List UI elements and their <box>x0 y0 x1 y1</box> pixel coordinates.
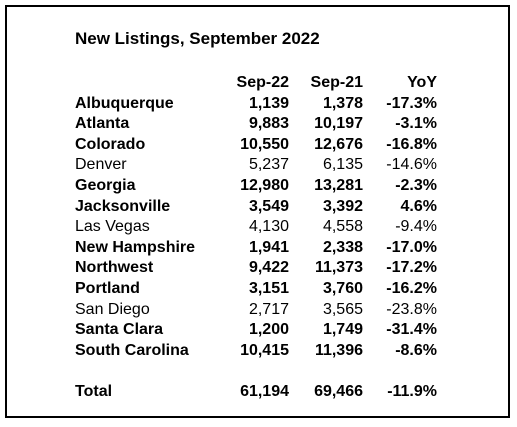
row-sep21: 11,396 <box>314 341 363 359</box>
row-sep21: 3,565 <box>322 300 363 318</box>
table-row: Colorado 10,550 12,676 -16.8% <box>75 135 455 156</box>
row-name: San Diego <box>75 300 150 318</box>
row-sep21: 13,281 <box>314 176 363 194</box>
row-sep21: 11,373 <box>314 259 363 277</box>
row-sep21: 4,558 <box>322 218 363 236</box>
row-yoy: -9.4% <box>395 218 437 236</box>
row-yoy: -14.6% <box>386 156 437 174</box>
row-name: Colorado <box>75 135 146 153</box>
row-name: Atlanta <box>75 115 130 133</box>
table-row: Atlanta 9,883 10,197 -3.1% <box>75 114 455 135</box>
row-sep21: 3,760 <box>322 279 363 297</box>
row-sep22: 4,130 <box>248 218 289 236</box>
row-sep21: 1,749 <box>322 321 363 339</box>
row-name: Albuquerque <box>75 94 174 112</box>
row-sep22: 5,237 <box>248 156 289 174</box>
row-yoy: -17.3% <box>386 94 437 112</box>
table-row: Portland 3,151 3,760 -16.2% <box>75 279 455 300</box>
table-row: New Hampshire 1,941 2,338 -17.0% <box>75 238 455 259</box>
table-row: Albuquerque 1,139 1,378 -17.3% <box>75 94 455 115</box>
row-sep22: 10,550 <box>240 135 289 153</box>
table-header-row: Sep-22 Sep-21 YoY <box>75 73 455 94</box>
table-row: Denver 5,237 6,135 -14.6% <box>75 155 455 176</box>
row-yoy: 4.6% <box>400 197 437 215</box>
table-row: Northwest 9,422 11,373 -17.2% <box>75 258 455 279</box>
table-row: South Carolina 10,415 11,396 -8.6% <box>75 341 455 362</box>
row-sep22: 9,883 <box>248 115 289 133</box>
row-name: Jacksonville <box>75 197 171 215</box>
row-yoy: -16.8% <box>386 135 437 153</box>
row-sep21: 2,338 <box>322 238 363 256</box>
table-row: Las Vegas 4,130 4,558 -9.4% <box>75 217 455 238</box>
row-name: South Carolina <box>75 341 189 359</box>
row-sep21: 3,392 <box>322 197 363 215</box>
row-sep21: 1,378 <box>322 94 363 112</box>
row-name: Portland <box>75 279 140 297</box>
table-row: Santa Clara 1,200 1,749 -31.4% <box>75 320 455 341</box>
row-yoy: -2.3% <box>395 176 437 194</box>
row-name: Georgia <box>75 176 136 194</box>
row-sep22: 9,422 <box>248 259 289 277</box>
row-name: Las Vegas <box>75 218 150 236</box>
row-sep21: 6,135 <box>322 156 363 174</box>
row-sep22: 3,151 <box>248 279 289 297</box>
header-yoy: YoY <box>407 74 437 91</box>
row-yoy: -17.0% <box>386 238 437 256</box>
table-body: Albuquerque 1,139 1,378 -17.3% Atlanta 9,883 1… <box>75 94 455 362</box>
total-row: Total 61,194 69,466 -11.9% <box>75 382 455 403</box>
row-name: New Hampshire <box>75 238 196 256</box>
table-frame: New Listings, September 2022 Sep-22 Sep-… <box>5 5 510 418</box>
total-sep22: 61,194 <box>240 383 289 401</box>
row-yoy: -3.1% <box>395 115 437 133</box>
row-sep21: 10,197 <box>314 115 363 133</box>
row-yoy: -23.8% <box>386 300 437 318</box>
row-sep22: 2,717 <box>248 300 289 318</box>
row-name: Northwest <box>75 259 154 277</box>
row-sep22: 1,941 <box>248 238 289 256</box>
table-row: Jacksonville 3,549 3,392 4.6% <box>75 197 455 218</box>
total-yoy: -11.9% <box>387 383 437 401</box>
header-sep21: Sep-21 <box>310 74 363 91</box>
row-name: Denver <box>75 156 127 174</box>
table-row: Georgia 12,980 13,281 -2.3% <box>75 176 455 197</box>
row-sep22: 1,139 <box>248 94 289 112</box>
row-sep22: 3,549 <box>248 197 289 215</box>
row-sep22: 1,200 <box>248 321 289 339</box>
row-sep22: 12,980 <box>240 176 289 194</box>
row-sep21: 12,676 <box>314 135 363 153</box>
header-sep22: Sep-22 <box>236 74 289 91</box>
listings-table: Sep-22 Sep-21 YoY Albuquerque 1,139 1,378 -… <box>75 73 455 403</box>
total-sep21: 69,466 <box>314 383 363 401</box>
row-sep22: 10,415 <box>240 341 289 359</box>
spacer <box>75 361 455 382</box>
row-yoy: -8.6% <box>395 341 437 359</box>
row-yoy: -17.2% <box>386 259 437 277</box>
row-name: Santa Clara <box>75 321 164 339</box>
row-yoy: -31.4% <box>386 321 437 339</box>
total-label: Total <box>75 383 113 401</box>
table-title: New Listings, September 2022 <box>75 29 320 48</box>
row-yoy: -16.2% <box>386 279 437 297</box>
table-row: San Diego 2,717 3,565 -23.8% <box>75 300 455 321</box>
